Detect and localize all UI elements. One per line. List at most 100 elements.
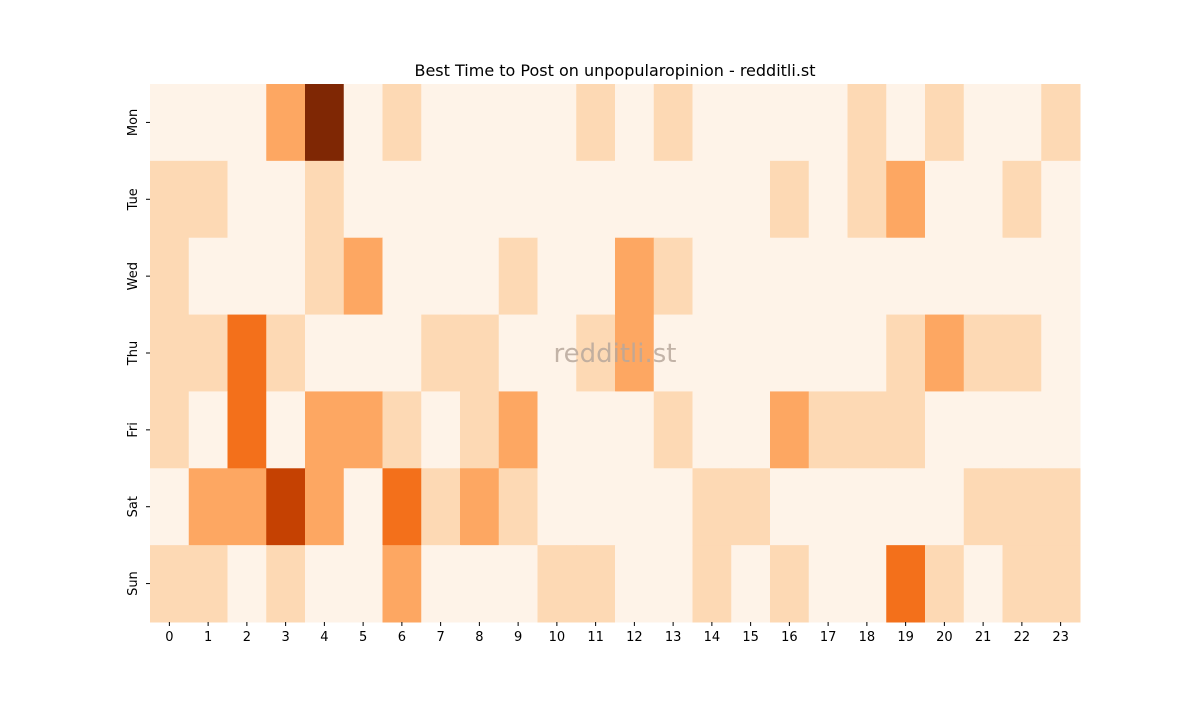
heatmap-cell-mon-14 [692, 84, 732, 162]
x-tick-label: 8 [475, 630, 483, 645]
x-tick-label: 2 [243, 630, 251, 645]
heatmap-cell-tue-13 [653, 160, 693, 239]
y-tick-label: Mon [126, 109, 141, 136]
heatmap-cell-fri-11 [576, 391, 616, 469]
heatmap-cell-sun-10 [537, 545, 577, 623]
heatmap-cell-tue-12 [615, 160, 655, 239]
heatmap-cell-sat-21 [963, 468, 1003, 546]
heatmap-cell-sat-16 [770, 468, 810, 546]
heatmap-cell-tue-6 [382, 160, 422, 239]
y-tick-label: Wed [126, 262, 141, 290]
heatmap-cell-sun-9 [498, 545, 538, 623]
heatmap-cell-thu-21 [963, 314, 1003, 392]
heatmap-cell-thu-5 [343, 314, 383, 392]
x-tick-label: 11 [587, 630, 604, 645]
heatmap-cell-thu-12 [615, 314, 655, 392]
heatmap-cell-sun-2 [227, 545, 267, 623]
x-tick-label: 17 [820, 630, 837, 645]
heatmap-cell-tue-19 [886, 160, 926, 239]
heatmap-cell-mon-11 [576, 84, 616, 162]
x-tick-label: 22 [1014, 630, 1031, 645]
heatmap-cell-wed-0 [150, 237, 190, 316]
x-tick-label: 18 [859, 630, 876, 645]
heatmap-cell-mon-5 [343, 84, 383, 162]
heatmap-cell-sat-18 [847, 468, 887, 546]
heatmap-cell-mon-4 [305, 84, 345, 162]
heatmap-cell-fri-20 [925, 391, 965, 469]
heatmap-cell-thu-9 [498, 314, 538, 392]
x-tick-label: 14 [704, 630, 721, 645]
heatmap-cell-fri-22 [1002, 391, 1042, 469]
heatmap-cell-sun-14 [692, 545, 732, 623]
x-tick-label: 3 [281, 630, 289, 645]
heatmap-cell-mon-16 [770, 84, 810, 162]
heatmap-cell-wed-7 [421, 237, 461, 316]
heatmap-cell-sun-11 [576, 545, 616, 623]
heatmap-cell-sun-17 [808, 545, 848, 623]
heatmap-cell-thu-10 [537, 314, 577, 392]
heatmap-cell-tue-5 [343, 160, 383, 239]
x-tick-label: 7 [436, 630, 444, 645]
heatmap-cell-mon-15 [731, 84, 771, 162]
heatmap-cell-thu-0 [150, 314, 190, 392]
heatmap-cell-sat-2 [227, 468, 267, 546]
heatmap-cell-sun-19 [886, 545, 926, 623]
heatmap-cell-thu-4 [305, 314, 345, 392]
heatmap-cell-wed-4 [305, 237, 345, 316]
heatmap-cell-fri-6 [382, 391, 422, 469]
heatmap-cell-thu-6 [382, 314, 422, 392]
heatmap-cell-thu-16 [770, 314, 810, 392]
heatmap-cell-wed-23 [1041, 237, 1081, 316]
heatmap-cell-sun-23 [1041, 545, 1081, 623]
heatmap-cell-sat-3 [266, 468, 306, 546]
x-tick-label: 4 [320, 630, 328, 645]
heatmap-cell-mon-10 [537, 84, 577, 162]
heatmap-cell-tue-22 [1002, 160, 1042, 239]
heatmap-cell-fri-0 [150, 391, 190, 469]
heatmap-cell-thu-18 [847, 314, 887, 392]
x-tick-label: 19 [897, 630, 914, 645]
heatmap-cell-wed-3 [266, 237, 306, 316]
heatmap-cell-sat-9 [498, 468, 538, 546]
heatmap-cell-tue-16 [770, 160, 810, 239]
heatmap-cell-sun-6 [382, 545, 422, 623]
heatmap-cell-wed-20 [925, 237, 965, 316]
heatmap-cell-sat-22 [1002, 468, 1042, 546]
y-tick-label: Sun [126, 571, 141, 596]
heatmap-cell-fri-7 [421, 391, 461, 469]
heatmap-cell-wed-19 [886, 237, 926, 316]
heatmap-cell-sat-17 [808, 468, 848, 546]
heatmap-cell-wed-12 [615, 237, 655, 316]
heatmap-cell-wed-9 [498, 237, 538, 316]
heatmap-cell-sun-13 [653, 545, 693, 623]
x-axis: 0 1 2 3 4 5 6 7 8 9 10 11 12 13 14 15 16 17 18 19 20 21 22 23 [165, 622, 1069, 645]
heatmap-cell-mon-7 [421, 84, 461, 162]
heatmap-cell-wed-2 [227, 237, 267, 316]
x-tick-label: 12 [626, 630, 643, 645]
heatmap-cell-tue-14 [692, 160, 732, 239]
y-tick-label: Fri [126, 422, 141, 438]
x-tick-label: 6 [398, 630, 406, 645]
x-tick-label: 15 [742, 630, 759, 645]
heatmap-cell-sat-13 [653, 468, 693, 546]
heatmap-cell-sun-21 [963, 545, 1003, 623]
heatmap-cell-thu-3 [266, 314, 306, 392]
x-tick-label: 10 [549, 630, 566, 645]
heatmap-cell-mon-17 [808, 84, 848, 162]
heatmap-cell-wed-6 [382, 237, 422, 316]
heatmap-cell-tue-21 [963, 160, 1003, 239]
heatmap-cell-wed-15 [731, 237, 771, 316]
heatmap-cell-mon-12 [615, 84, 655, 162]
heatmap-cell-tue-3 [266, 160, 306, 239]
heatmap-cell-sat-1 [188, 468, 228, 546]
heatmap-cell-mon-21 [963, 84, 1003, 162]
x-tick-label: 9 [514, 630, 522, 645]
heatmap-cell-sat-15 [731, 468, 771, 546]
heatmap-cell-mon-0 [150, 84, 190, 162]
heatmap-cell-sun-20 [925, 545, 965, 623]
heatmap-cell-tue-9 [498, 160, 538, 239]
x-tick-label: 20 [936, 630, 953, 645]
heatmap-cell-wed-18 [847, 237, 887, 316]
heatmap-cell-sat-0 [150, 468, 190, 546]
